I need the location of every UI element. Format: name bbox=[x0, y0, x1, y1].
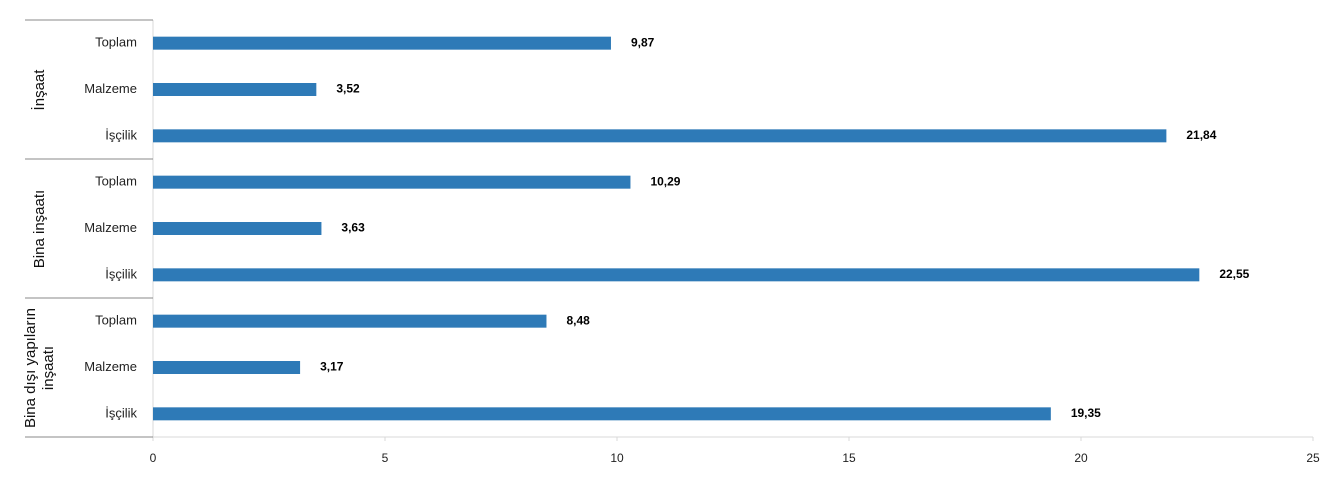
x-tick-label: 5 bbox=[382, 451, 389, 465]
x-tick-label: 20 bbox=[1074, 451, 1088, 465]
bar bbox=[153, 175, 631, 189]
category-label: İşçilik bbox=[105, 127, 137, 142]
value-label: 21,84 bbox=[1186, 128, 1216, 142]
value-label: 8,48 bbox=[566, 313, 590, 327]
group-label: İnşaat bbox=[31, 69, 48, 110]
category-label: İşçilik bbox=[105, 405, 137, 420]
bar bbox=[153, 268, 1200, 282]
bar bbox=[153, 361, 301, 374]
value-label: 22,55 bbox=[1219, 267, 1249, 281]
group-label: Bina inşaatı bbox=[31, 189, 48, 268]
value-label: 19,35 bbox=[1071, 406, 1101, 420]
x-tick-label: 0 bbox=[150, 451, 157, 465]
bar bbox=[153, 314, 547, 328]
value-label: 10,29 bbox=[650, 174, 680, 188]
category-label: İşçilik bbox=[105, 266, 137, 281]
category-label: Toplam bbox=[95, 313, 137, 328]
bar bbox=[153, 129, 1167, 143]
bar bbox=[153, 36, 611, 50]
value-label: 9,87 bbox=[631, 35, 655, 49]
x-tick-label: 15 bbox=[842, 451, 856, 465]
x-tick-label: 25 bbox=[1306, 451, 1320, 465]
category-label: Malzeme bbox=[84, 81, 137, 96]
bar bbox=[153, 83, 317, 96]
category-label: Toplam bbox=[95, 174, 137, 189]
category-label: Toplam bbox=[95, 35, 137, 50]
x-tick-label: 10 bbox=[610, 451, 624, 465]
category-label: Malzeme bbox=[84, 359, 137, 374]
bar bbox=[153, 222, 322, 235]
category-label: Malzeme bbox=[84, 220, 137, 235]
value-label: 3,17 bbox=[320, 360, 344, 374]
value-label: 3,63 bbox=[341, 221, 365, 235]
group-label: Bina dışı yapıların inşaatı bbox=[22, 307, 57, 428]
value-label: 3,52 bbox=[336, 82, 360, 96]
bar bbox=[153, 407, 1051, 421]
